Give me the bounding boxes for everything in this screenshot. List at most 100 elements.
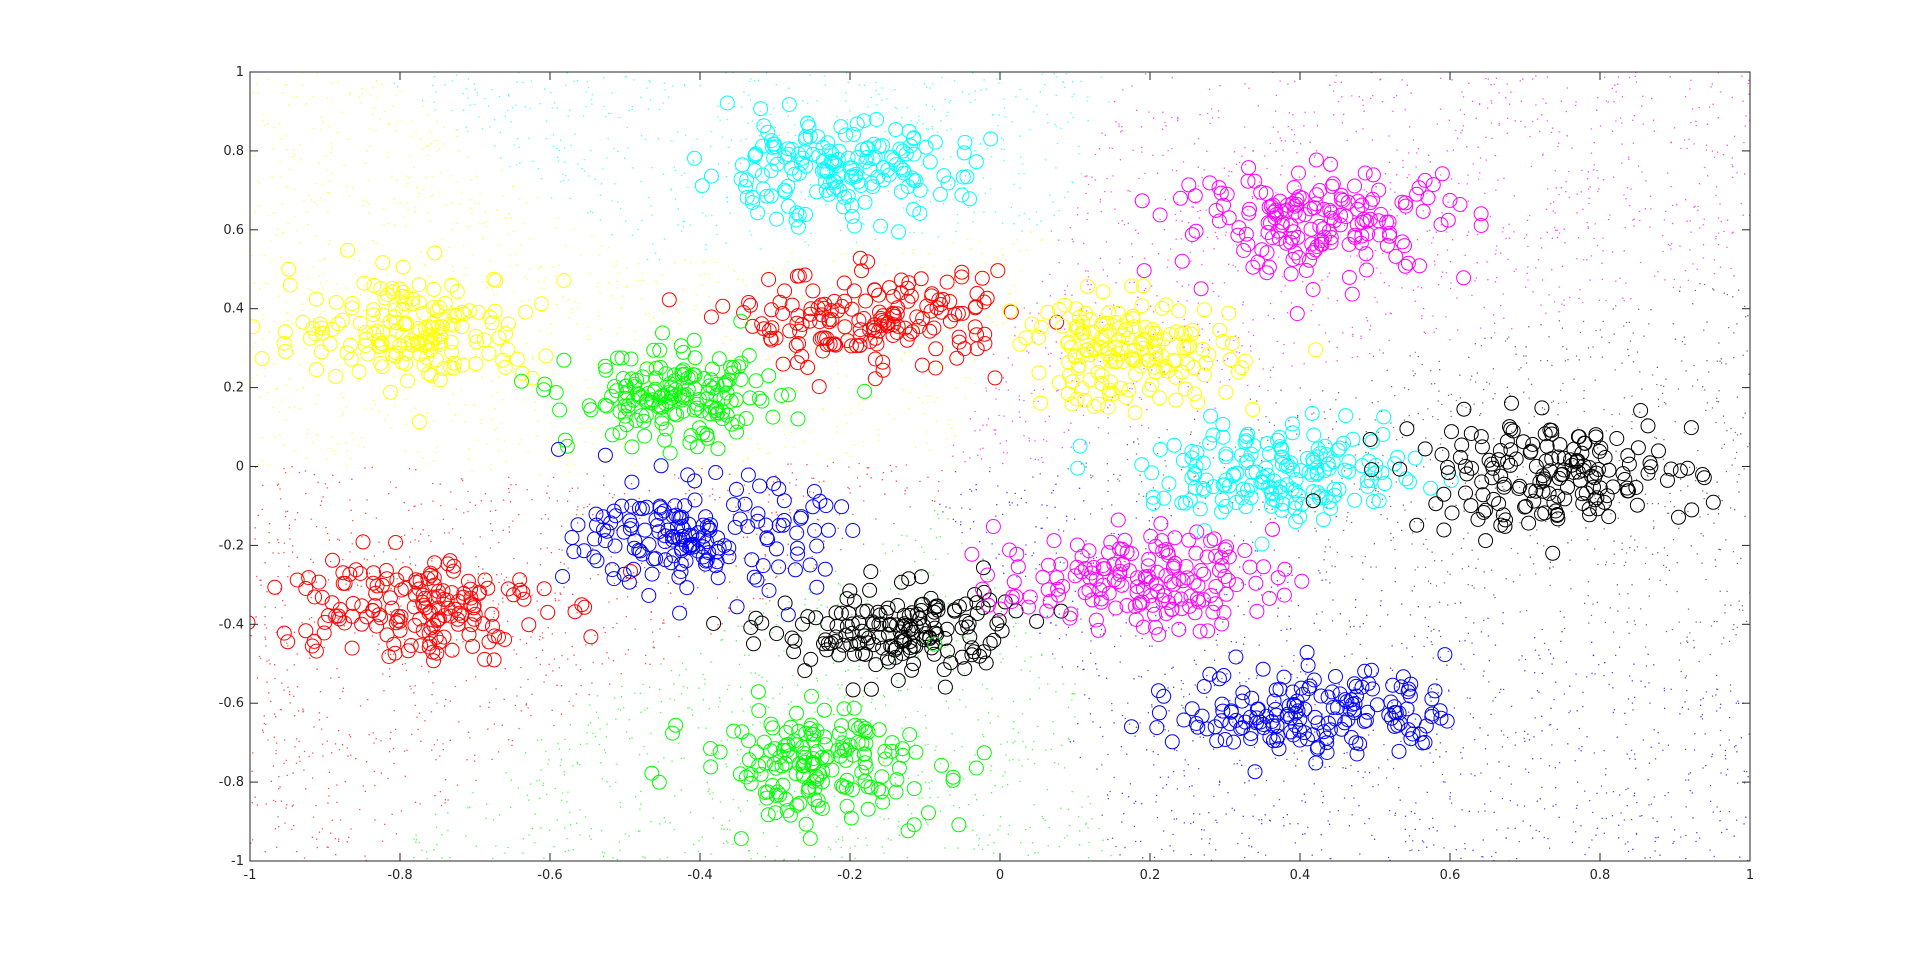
data-point	[828, 605, 844, 621]
data-point	[939, 274, 955, 290]
data-point	[664, 379, 679, 395]
data-point	[683, 428, 699, 444]
data-point	[755, 138, 770, 154]
data-point	[1347, 492, 1363, 508]
data-point	[742, 390, 758, 406]
data-point	[1403, 676, 1419, 692]
data-point	[793, 509, 809, 525]
data-point	[446, 355, 462, 371]
data-point	[805, 283, 821, 299]
data-point	[1121, 382, 1137, 398]
data-point	[495, 352, 511, 368]
data-point	[1301, 681, 1317, 697]
data-point	[1535, 483, 1551, 499]
data-point	[1486, 491, 1502, 507]
data-point	[1189, 524, 1205, 540]
data-point	[1341, 464, 1357, 479]
data-point	[795, 616, 810, 632]
data-point	[1242, 559, 1258, 575]
data-point	[311, 574, 327, 590]
data-point	[289, 572, 305, 588]
data-point	[422, 342, 438, 358]
data-point	[802, 557, 818, 573]
data-point	[627, 533, 643, 549]
data-point	[957, 661, 973, 677]
data-point	[703, 372, 719, 388]
data-point	[1244, 690, 1260, 706]
data-point	[921, 805, 936, 821]
data-point	[324, 321, 340, 337]
data-point	[1418, 718, 1434, 734]
data-point	[724, 416, 740, 432]
data-point	[853, 178, 869, 193]
data-point	[1063, 339, 1079, 355]
data-point	[1247, 764, 1263, 780]
data-point	[1148, 619, 1163, 635]
data-point	[1114, 541, 1130, 557]
data-point	[1535, 473, 1551, 489]
data-point	[1118, 322, 1133, 338]
data-point	[488, 273, 504, 288]
data-point	[1373, 206, 1389, 222]
data-point	[982, 592, 998, 608]
data-point	[665, 725, 680, 741]
data-point	[1190, 394, 1206, 410]
data-point	[1198, 355, 1214, 371]
data-point	[623, 563, 638, 579]
data-point	[426, 653, 441, 669]
data-point	[1135, 278, 1151, 294]
data-point	[469, 334, 485, 350]
data-point	[1228, 649, 1244, 665]
data-point	[1051, 375, 1067, 391]
data-point	[1291, 250, 1307, 265]
data-point	[1397, 258, 1413, 274]
data-point	[932, 186, 948, 202]
data-point	[750, 684, 766, 700]
data-point	[1150, 583, 1166, 599]
data-point	[844, 625, 860, 641]
data-point	[962, 191, 978, 207]
data-point	[1091, 396, 1107, 412]
data-point	[1205, 479, 1221, 495]
data-point	[847, 717, 863, 733]
data-point	[1258, 460, 1274, 476]
data-point	[833, 605, 849, 621]
data-point	[405, 337, 421, 353]
data-point	[1502, 419, 1517, 435]
data-point	[1309, 187, 1325, 203]
data-point	[1671, 509, 1686, 525]
data-point	[781, 387, 796, 403]
data-point	[395, 259, 411, 275]
data-point	[1253, 184, 1269, 200]
data-point	[805, 751, 821, 767]
data-point	[314, 589, 330, 605]
data-point	[1230, 364, 1246, 380]
data-point	[331, 608, 347, 624]
data-point	[1150, 337, 1166, 353]
data-point	[455, 357, 471, 373]
data-point	[934, 757, 949, 773]
data-point	[425, 644, 441, 660]
data-point	[1064, 374, 1080, 390]
data-point	[1230, 227, 1246, 243]
data-point	[1059, 335, 1075, 351]
data-point	[378, 563, 394, 578]
data-point	[1293, 463, 1309, 479]
data-point	[1341, 269, 1357, 285]
data-point	[867, 282, 883, 298]
data-point	[880, 162, 896, 178]
data-point	[432, 372, 448, 388]
data-point	[471, 586, 487, 602]
data-point	[942, 313, 958, 329]
data-point	[1152, 390, 1167, 406]
data-point	[305, 320, 321, 336]
data-point	[931, 292, 947, 308]
data-point	[681, 516, 697, 532]
data-point	[1002, 303, 1018, 319]
data-point	[276, 625, 292, 641]
data-point	[1526, 493, 1542, 509]
data-point	[1061, 354, 1077, 370]
data-point	[383, 384, 398, 400]
data-point	[798, 206, 813, 222]
data-point	[753, 766, 769, 782]
